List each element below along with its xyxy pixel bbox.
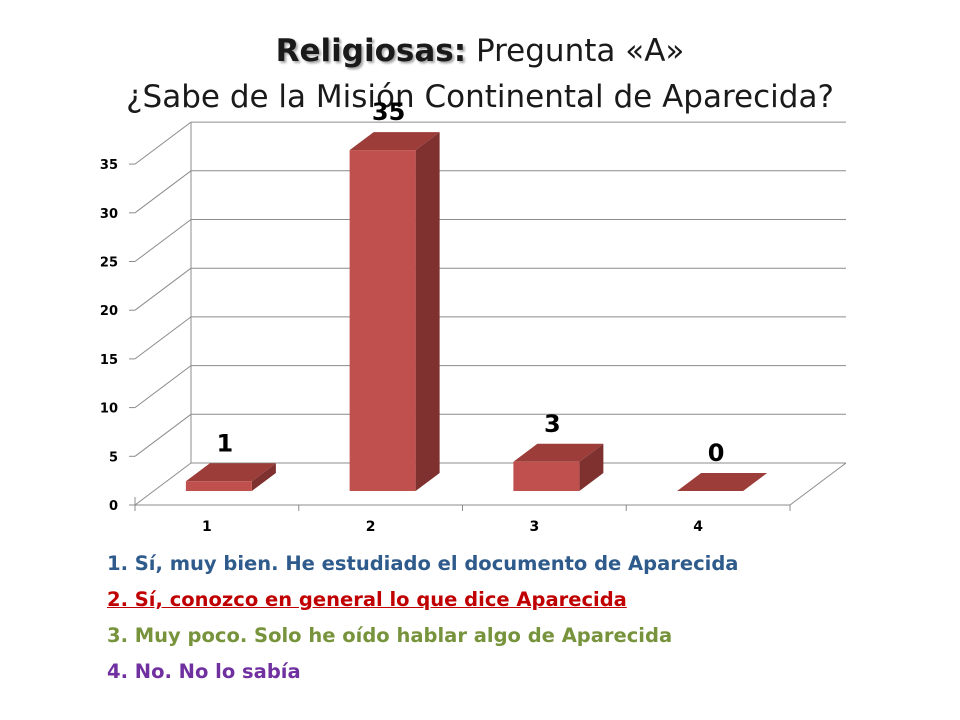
y-tick-label: 30 [100,207,118,222]
axis-layer [129,163,847,511]
x-tick-label: 3 [530,519,540,535]
grid-layer [134,121,846,506]
side-gridline [134,267,192,311]
bar [677,473,768,491]
bar-front [185,481,252,491]
data-label: 3 [544,410,561,438]
title-bold-part: Religiosas: [275,33,467,69]
x-tick-label: 1 [202,519,212,535]
bar [349,132,440,491]
y-tick-label: 10 [100,402,118,417]
bar-top [677,473,768,491]
bar-top [185,463,276,482]
x-tick-label: 4 [693,519,703,535]
side-gridline [134,121,192,165]
y-tick-label: 35 [100,158,118,173]
legend-item-1: 1. Sí, muy bien. He estudiado el documen… [107,552,739,575]
side-gridline [134,170,192,214]
y-tick-label: 5 [109,450,118,465]
title-line-1: Religiosas: Pregunta «A» [0,28,960,74]
data-label: 0 [708,439,725,467]
y-tick-label: 0 [109,499,118,514]
legend: 1. Sí, muy bien. He estudiado el documen… [107,546,738,690]
legend-item-3: 3. Muy poco. Solo he oído hablar algo de… [107,624,673,647]
side-gridline [134,413,192,457]
bar [185,463,276,491]
side-gridline [134,316,192,360]
y-tick-label: 20 [100,304,118,319]
side-gridline [134,219,192,262]
y-tick-label: 15 [100,353,118,368]
title-line-2: ¿Sabe de la Misión Continental de Aparec… [126,79,834,115]
bar-side [251,463,276,491]
legend-item-2: 2. Sí, conozco en general lo que dice Ap… [107,588,627,611]
y-tick-label: 25 [100,256,118,271]
side-gridline [134,365,192,409]
bar-front [513,461,580,491]
bar-side [579,443,604,491]
title-regular-part: Pregunta «A» [466,33,685,69]
bar-top [513,443,604,462]
floor-right-edge [789,462,847,506]
bar-top [349,132,440,151]
chart-title: Religiosas: Pregunta «A» ¿Sabe de la Mis… [0,28,960,120]
x-tick-label: 2 [366,519,376,535]
legend-item-4: 4. No. No lo sabía [107,660,301,683]
data-label: 35 [372,98,405,126]
bars-layer [185,132,768,491]
bar [513,443,604,491]
bar-side [415,132,440,491]
data-label: 1 [217,429,234,457]
bar-front [349,150,416,491]
side-gridline [134,462,192,506]
